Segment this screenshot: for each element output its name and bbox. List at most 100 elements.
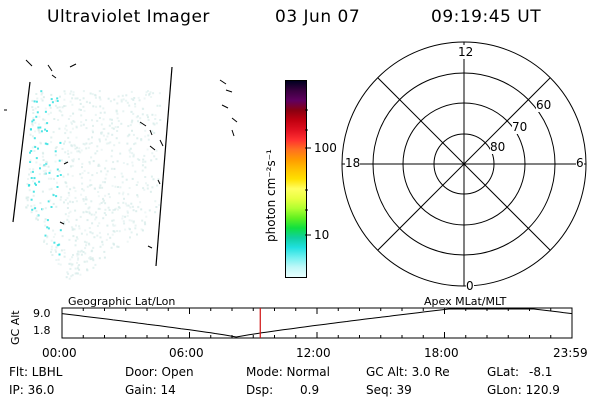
emission-dot bbox=[49, 106, 52, 109]
emission-dot bbox=[43, 118, 46, 121]
emission-dot bbox=[32, 168, 35, 171]
emission-dot bbox=[76, 97, 79, 100]
emission-dot bbox=[100, 202, 103, 204]
emission-dot bbox=[50, 93, 53, 96]
gc-alt-info: GC Alt: 3.0 Re bbox=[366, 365, 450, 379]
emission-dot bbox=[144, 129, 147, 132]
emission-dot bbox=[147, 116, 149, 119]
emission-dot bbox=[154, 211, 157, 214]
instrument-title: Ultraviolet Imager bbox=[47, 7, 210, 27]
emission-dot bbox=[99, 207, 102, 210]
emission-dot bbox=[62, 175, 65, 178]
emission-dot bbox=[84, 252, 87, 255]
emission-dot bbox=[154, 114, 157, 117]
emission-dot bbox=[120, 122, 123, 125]
emission-dot bbox=[100, 170, 103, 173]
emission-dot bbox=[79, 102, 82, 105]
emission-dot bbox=[59, 263, 62, 266]
emission-dot bbox=[33, 137, 36, 140]
mlt-label-12: 12 bbox=[457, 45, 475, 59]
swath-boundary-left bbox=[12, 81, 31, 223]
emission-dot bbox=[151, 113, 154, 116]
emission-dot bbox=[126, 101, 129, 104]
emission-dot bbox=[75, 126, 78, 129]
emission-dot bbox=[97, 191, 100, 193]
emission-dot bbox=[41, 190, 44, 193]
emission-dot bbox=[86, 260, 89, 263]
emission-dot bbox=[63, 90, 66, 93]
emission-dot bbox=[80, 121, 83, 124]
emission-dot bbox=[150, 175, 153, 178]
emission-dot bbox=[121, 193, 124, 196]
emission-dot bbox=[50, 248, 53, 251]
emission-dot bbox=[49, 111, 52, 114]
emission-dot bbox=[68, 277, 71, 280]
emission-dot bbox=[84, 198, 87, 201]
emission-dot bbox=[37, 126, 40, 129]
emission-dot bbox=[60, 159, 63, 162]
emission-dot bbox=[91, 222, 94, 225]
emission-dot bbox=[154, 118, 157, 120]
emission-dot bbox=[42, 118, 45, 121]
emission-dot bbox=[134, 105, 137, 108]
emission-dot bbox=[70, 165, 72, 168]
emission-dot bbox=[102, 181, 105, 184]
emission-dot bbox=[111, 219, 114, 222]
emission-dot bbox=[77, 150, 80, 153]
emission-dot bbox=[96, 119, 99, 122]
emission-dot bbox=[112, 242, 115, 245]
emission-dot bbox=[106, 170, 109, 173]
emission-dot bbox=[28, 168, 31, 171]
lat-label-80: 80 bbox=[490, 140, 506, 154]
emission-dot bbox=[112, 161, 115, 164]
emission-dot bbox=[44, 169, 47, 172]
emission-dot bbox=[59, 229, 62, 232]
emission-dot bbox=[82, 123, 85, 126]
emission-dot bbox=[93, 213, 96, 216]
emission-dot bbox=[98, 117, 101, 119]
emission-dot bbox=[144, 211, 147, 214]
emission-dot bbox=[111, 118, 113, 121]
emission-dot bbox=[40, 90, 43, 93]
emission-dot bbox=[102, 217, 105, 220]
emission-dot bbox=[144, 160, 147, 163]
emission-dot bbox=[54, 150, 57, 153]
emission-dot bbox=[88, 101, 91, 104]
emission-dot bbox=[29, 133, 32, 136]
emission-dot bbox=[92, 105, 95, 108]
emission-dot bbox=[111, 211, 114, 214]
emission-dot bbox=[141, 113, 144, 116]
emission-dot bbox=[153, 123, 156, 126]
emission-dot bbox=[71, 127, 74, 130]
emission-dot bbox=[41, 99, 44, 102]
emission-dot bbox=[58, 253, 61, 256]
emission-dot bbox=[98, 222, 101, 225]
emission-dot bbox=[99, 140, 101, 143]
emission-dot bbox=[46, 161, 49, 164]
emission-dot bbox=[104, 202, 107, 205]
emission-dot bbox=[74, 239, 77, 242]
emission-dot bbox=[91, 93, 94, 96]
emission-dot bbox=[67, 173, 70, 176]
emission-dot bbox=[26, 199, 29, 202]
emission-dot bbox=[48, 104, 51, 107]
colorbar-unit-label: photon cm⁻²s⁻¹ bbox=[264, 149, 278, 242]
coastline-dash bbox=[139, 121, 147, 127]
emission-dot bbox=[52, 202, 55, 205]
colorbar-gradient bbox=[286, 81, 306, 277]
emission-dot bbox=[98, 164, 101, 167]
emission-dot bbox=[67, 136, 70, 139]
emission-dot bbox=[31, 120, 34, 123]
coastline-dash bbox=[157, 179, 161, 185]
emission-dot bbox=[37, 218, 39, 221]
emission-dot bbox=[112, 127, 115, 130]
emission-dot bbox=[99, 245, 102, 248]
emission-dot bbox=[129, 147, 132, 150]
emission-dot bbox=[67, 156, 70, 158]
emission-dot bbox=[129, 206, 132, 209]
emission-dot bbox=[74, 97, 77, 100]
coastline-dash bbox=[149, 129, 153, 136]
emission-dot bbox=[122, 162, 125, 164]
emission-dot bbox=[131, 164, 134, 167]
emission-dot bbox=[116, 160, 119, 163]
